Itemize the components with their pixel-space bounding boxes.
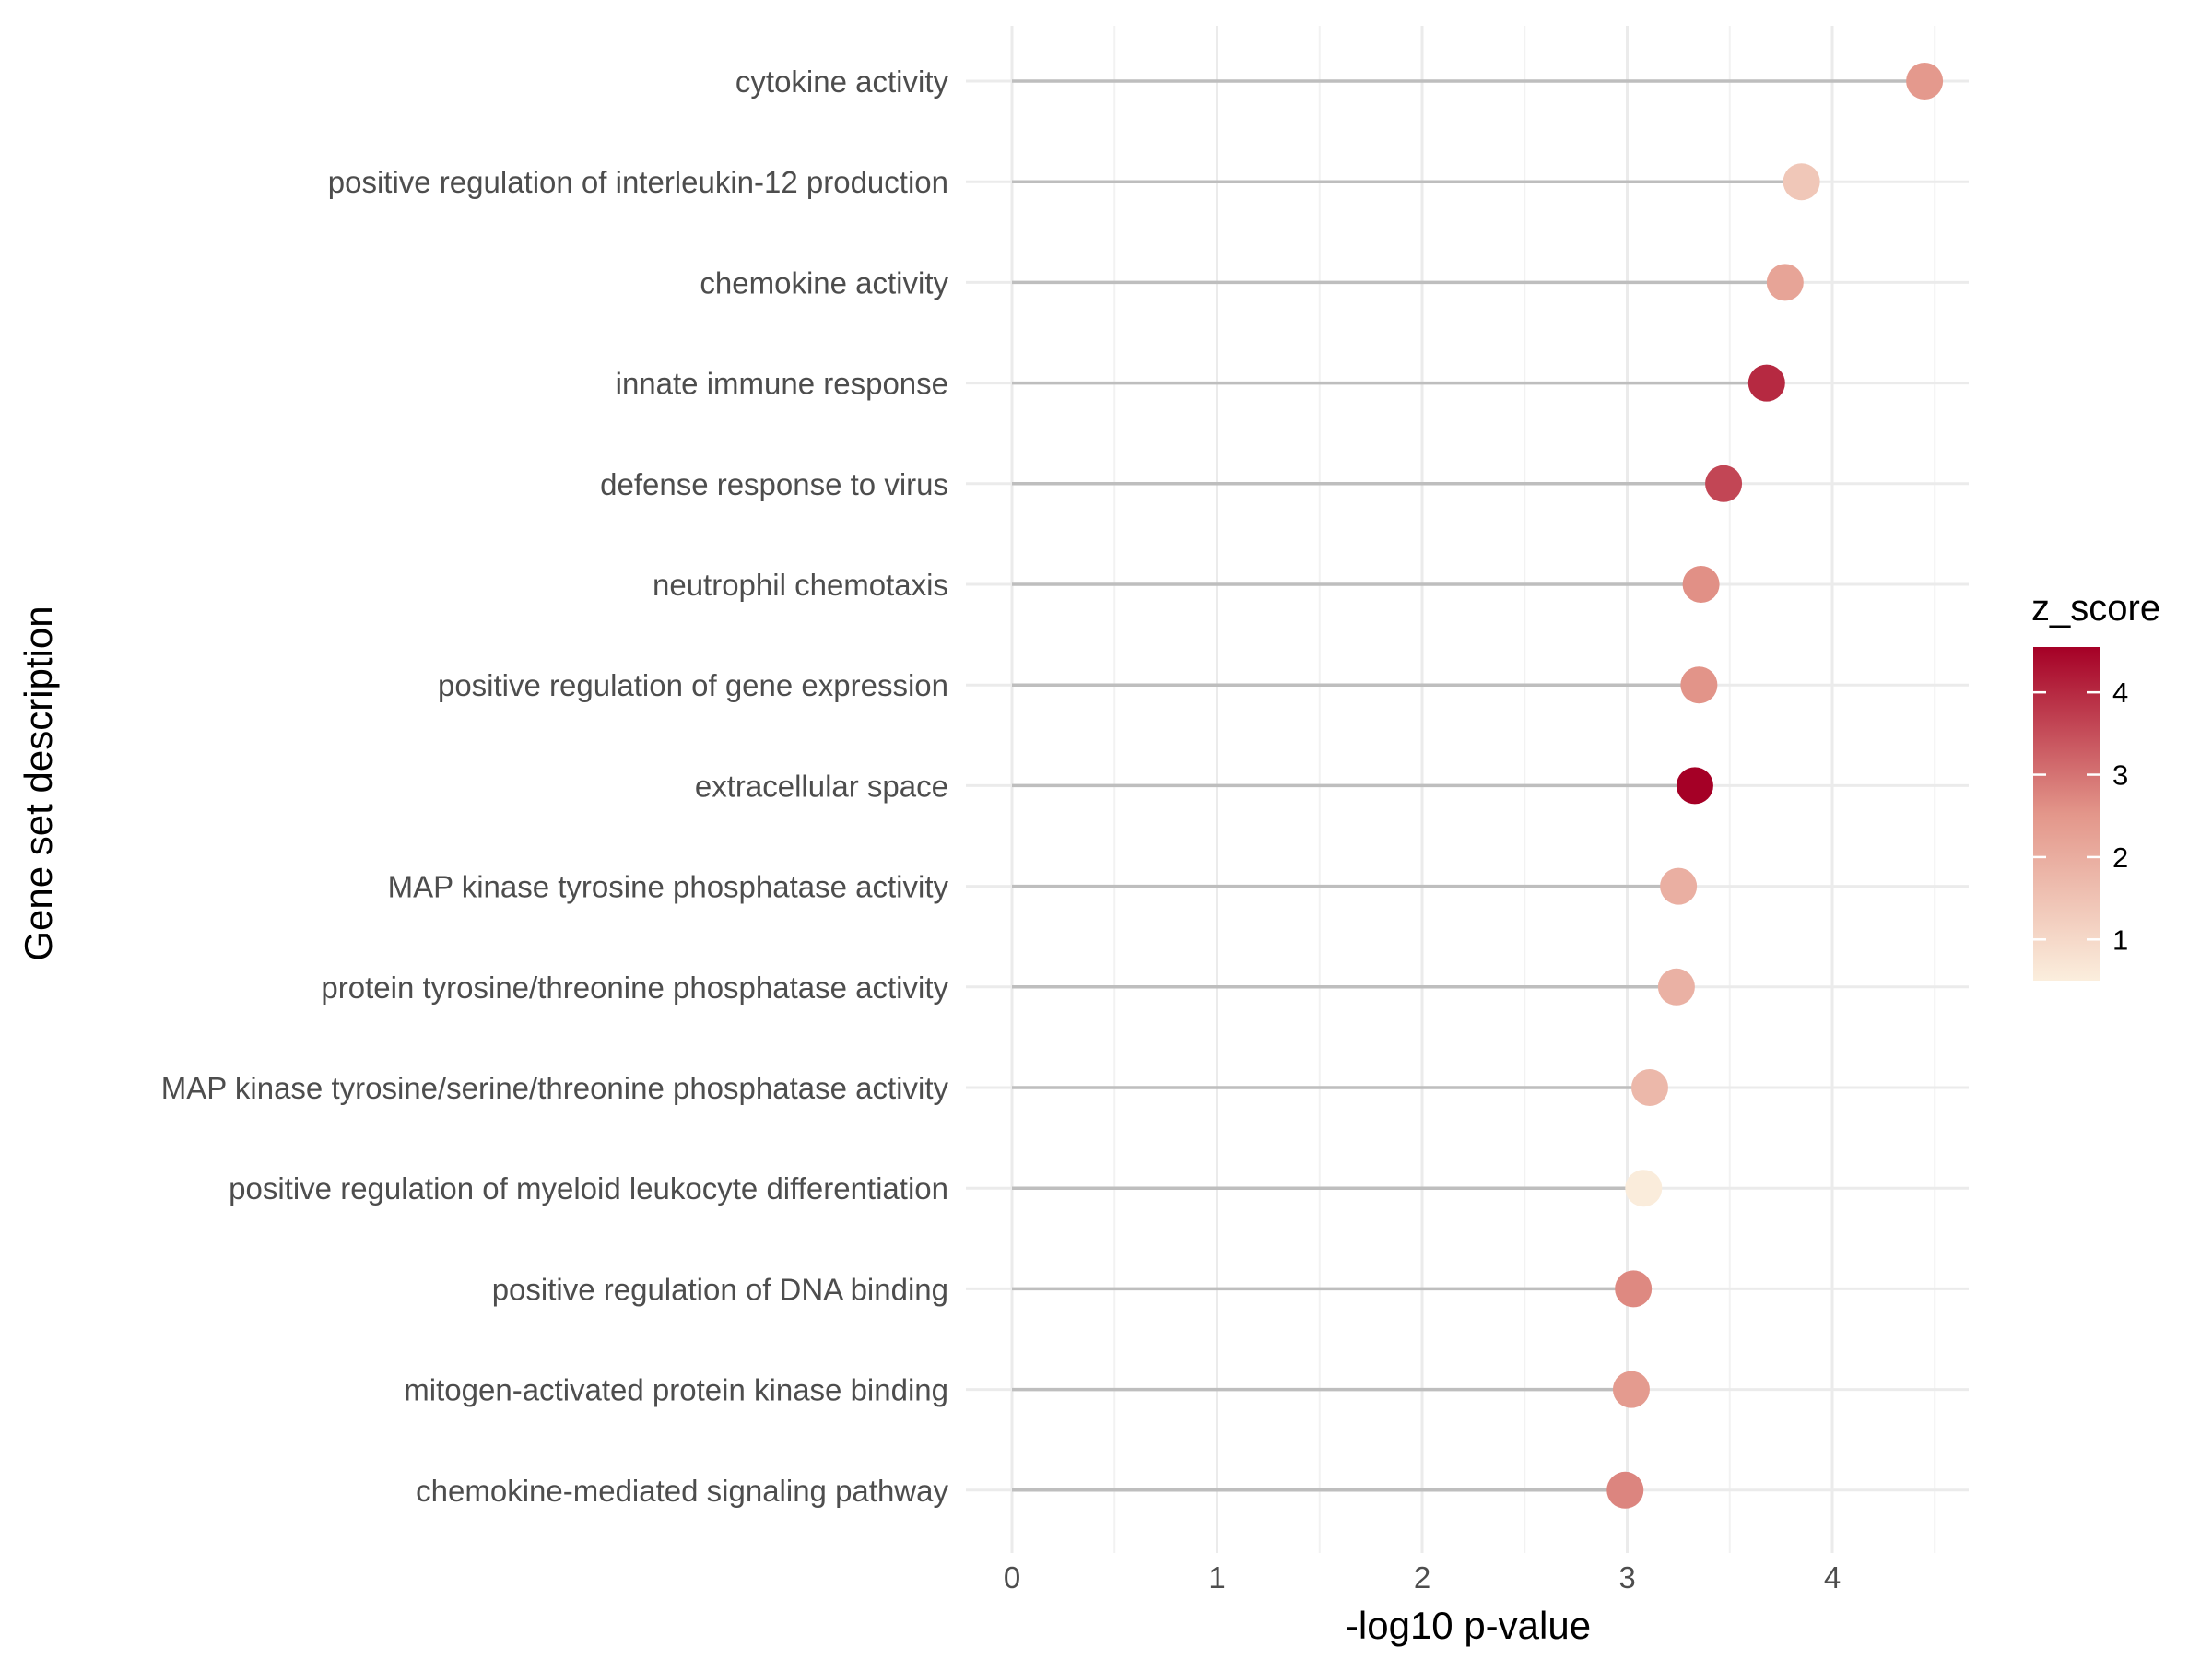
legend-tick-label: 3	[2112, 759, 2128, 792]
category-label: protein tyrosine/threonine phosphatase a…	[321, 971, 948, 1005]
category-label: extracellular space	[695, 769, 948, 803]
lollipop-point	[1682, 566, 1720, 603]
legend-tick-label: 1	[2112, 924, 2128, 956]
lollipop-point	[1766, 264, 1804, 301]
x-tick-label: 2	[1414, 1560, 1430, 1594]
lollipop-point	[1615, 1270, 1653, 1308]
lollipop-point	[1906, 63, 1944, 100]
grid-layer	[966, 26, 1969, 1553]
lollipop-point	[1747, 364, 1785, 402]
legend-ticks: 1 2 3 4	[2033, 677, 2128, 956]
lollipop-point	[1705, 465, 1743, 502]
legend-colorbar	[2033, 647, 2100, 981]
category-label: MAP kinase tyrosine/serine/threonine pho…	[161, 1071, 949, 1105]
category-label: cytokine activity	[735, 65, 949, 99]
lollipop-point	[1660, 867, 1698, 905]
category-label: positive regulation of myeloid leukocyte…	[229, 1171, 948, 1206]
legend-title: z_score	[2031, 588, 2160, 629]
x-tick-labels: 0 1 2 3 4	[1004, 1560, 1841, 1594]
lollipop-point	[1657, 968, 1695, 1006]
lollipop-point	[1606, 1471, 1644, 1509]
category-label: positive regulation of DNA binding	[492, 1272, 948, 1306]
lollipop-point	[1676, 767, 1713, 805]
y-axis-title: Gene set description	[17, 606, 60, 960]
category-label: MAP kinase tyrosine phosphatase activity	[388, 870, 949, 904]
category-label: chemokine activity	[700, 265, 948, 300]
lollipop-point	[1612, 1371, 1650, 1408]
category-label: positive regulation of gene expression	[438, 668, 948, 702]
legend-tick-label: 4	[2112, 677, 2128, 709]
category-label: chemokine-mediated signaling pathway	[416, 1474, 948, 1508]
category-labels: cytokine activity positive regulation of …	[161, 65, 949, 1508]
x-tick-label: 4	[1824, 1560, 1841, 1594]
category-label: defense response to virus	[600, 467, 948, 501]
lollipop-point	[1630, 1069, 1668, 1106]
stems-layer	[1012, 79, 1925, 1492]
x-axis-title: -log10 p-value	[1346, 1604, 1591, 1647]
x-tick-label: 3	[1618, 1560, 1635, 1594]
x-tick-label: 0	[1004, 1560, 1020, 1594]
legend-tick-label: 2	[2112, 841, 2128, 874]
color-legend: z_score 1 2 3 4	[2031, 588, 2160, 981]
category-label: innate immune response	[616, 367, 948, 401]
category-label: neutrophil chemotaxis	[653, 568, 948, 602]
lollipop-point	[1625, 1170, 1663, 1207]
lollipop-point	[1680, 666, 1718, 704]
lollipop-point	[1783, 163, 1820, 201]
category-label: positive regulation of interleukin-12 pr…	[328, 165, 948, 199]
points-layer	[1606, 63, 1944, 1509]
category-label: mitogen-activated protein kinase binding	[404, 1373, 948, 1407]
x-tick-label: 1	[1208, 1560, 1225, 1594]
